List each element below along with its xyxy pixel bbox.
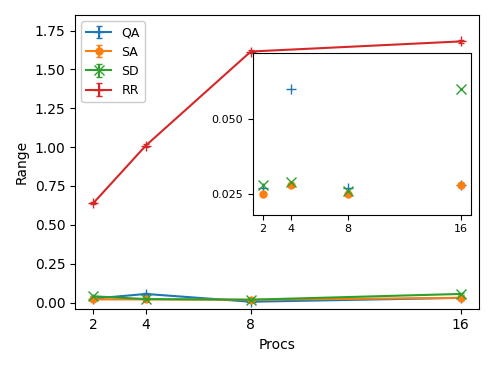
Y-axis label: Range: Range (15, 140, 29, 184)
X-axis label: Procs: Procs (258, 338, 295, 352)
Legend: QA, SA, SD, RR: QA, SA, SD, RR (82, 21, 145, 102)
